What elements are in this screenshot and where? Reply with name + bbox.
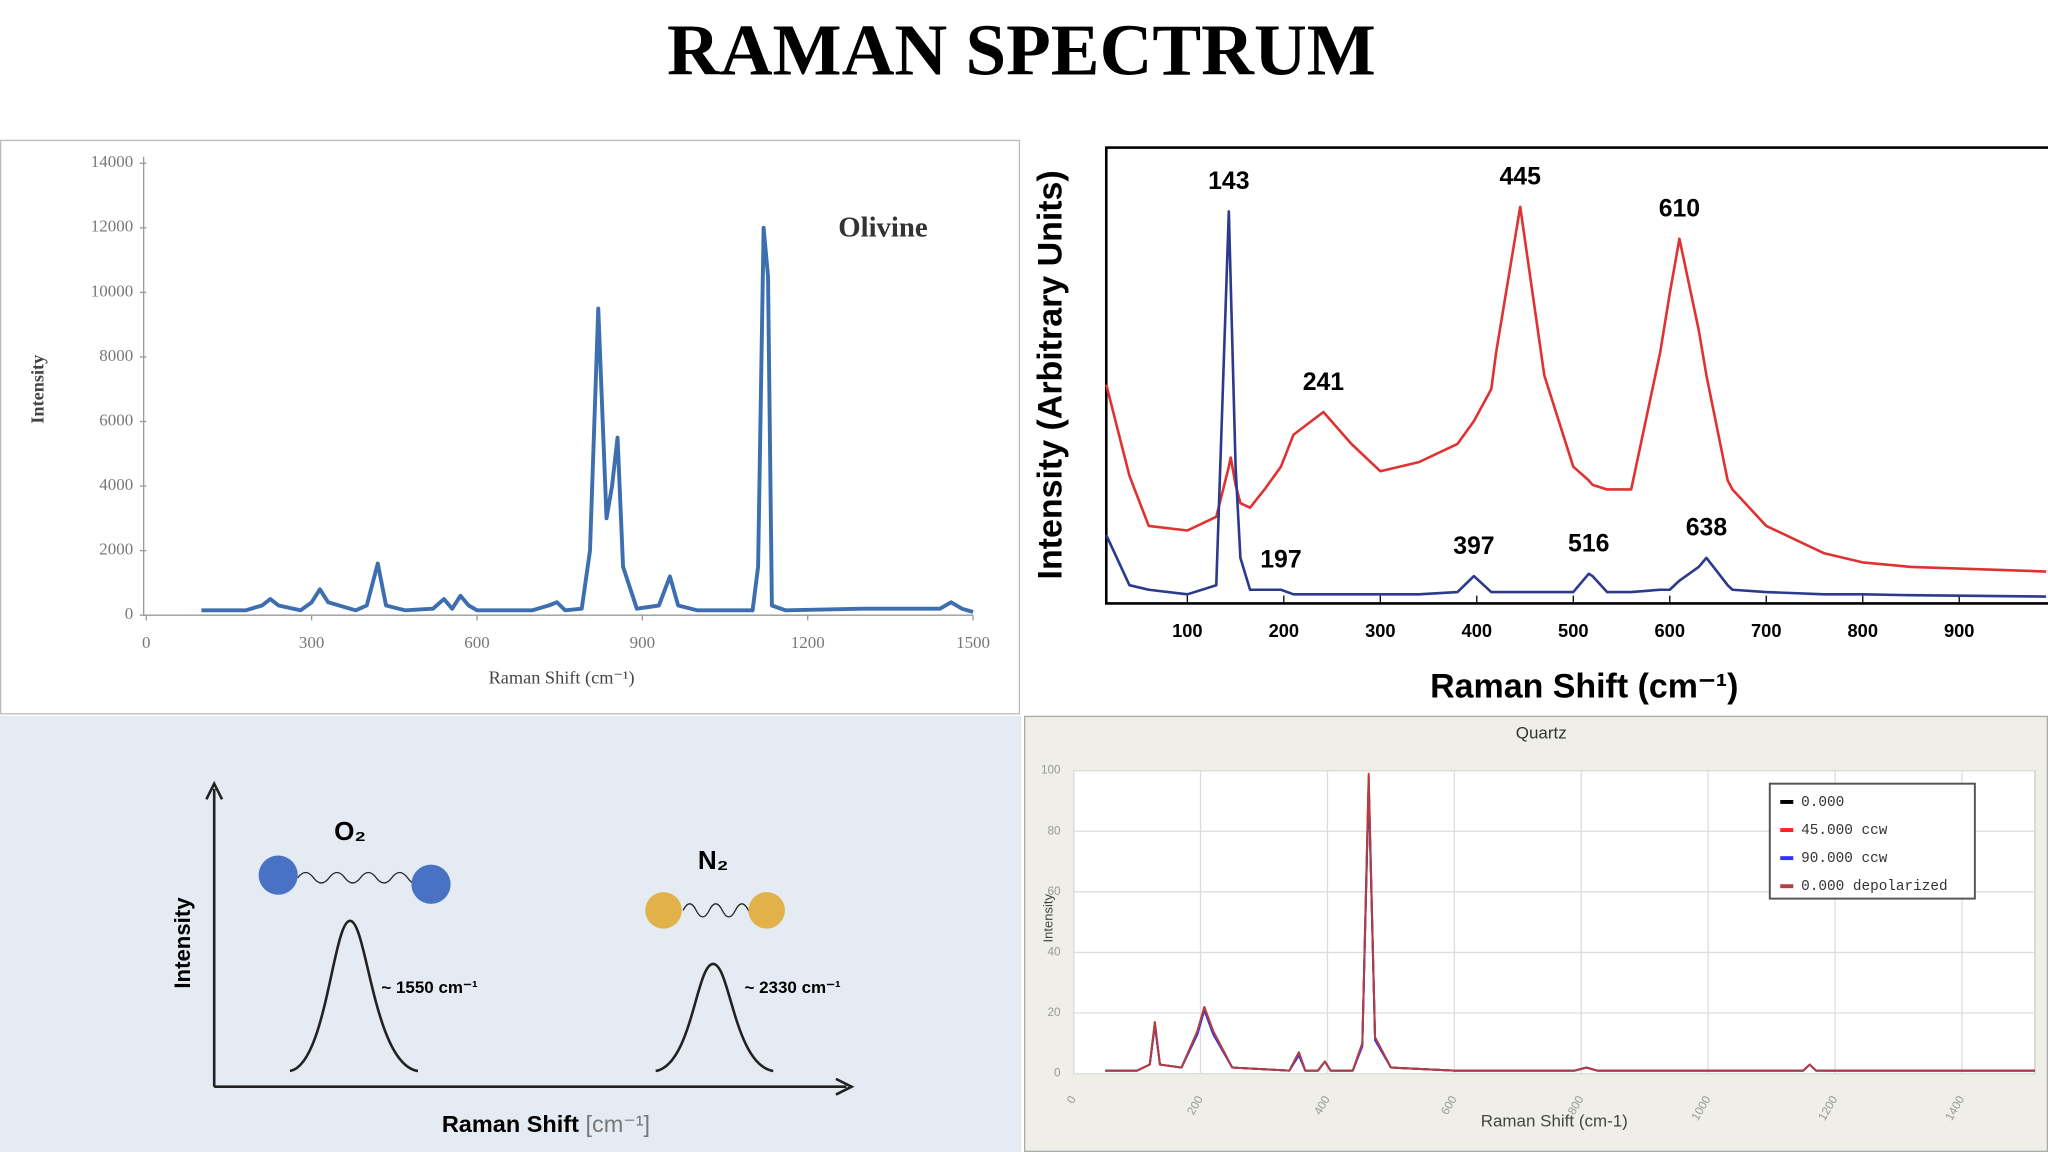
annotation: Olivine: [838, 211, 927, 243]
atom: [748, 892, 785, 929]
x-tick-label: 100: [1172, 620, 1202, 641]
peak-label: 516: [1568, 531, 1609, 558]
peak-curve: [289, 919, 419, 1073]
atom: [411, 864, 451, 904]
shift-label: ~ 2330 cm⁻¹: [744, 978, 841, 997]
y-tick-label: 2000: [99, 540, 133, 559]
y-tick-label: 100: [1041, 764, 1061, 777]
y-axis-label: Intensity: [170, 897, 195, 989]
x-tick-label: 600: [1655, 620, 1685, 641]
legend-label: 0.000 depolarized: [1801, 879, 1948, 895]
slide-title: RAMAN SPECTRUM: [667, 9, 1376, 90]
shift-label: ~ 1550 cm⁻¹: [381, 978, 478, 997]
x-axis-label: Raman Shift (cm⁻¹): [489, 667, 635, 688]
peak-label: 610: [1659, 196, 1700, 223]
peak-label: 197: [1260, 547, 1301, 574]
x-label-text: Raman Shift: [442, 1111, 579, 1137]
x-tick-label: 200: [1269, 620, 1299, 641]
y-tick-label: 0: [1054, 1067, 1061, 1080]
x-tick-label: 500: [1558, 620, 1588, 641]
x-axis-label: Raman Shift (cm⁻¹): [1430, 667, 1738, 705]
peak-label: 241: [1303, 369, 1345, 396]
series-line: [1105, 775, 2035, 1072]
y-axis-label: Intensity: [27, 355, 47, 424]
y-axis-label: Intensity: [1040, 893, 1055, 942]
atom: [645, 892, 682, 929]
axes: [205, 780, 855, 1096]
plot-frame: [1104, 146, 2048, 605]
peak-label: 638: [1686, 515, 1728, 542]
series-line: [1105, 205, 2047, 573]
x-tick-label: 900: [1944, 620, 1974, 641]
x-tick-label: 700: [1751, 620, 1781, 641]
x-axis-label: Raman Shift (cm-1): [1481, 1111, 1628, 1130]
x-tick-label: 600: [464, 633, 489, 652]
x-tick-label: 800: [1848, 620, 1878, 641]
x-tick-label: 1200: [791, 633, 825, 652]
x-tick-label: 1500: [956, 633, 990, 652]
chart-title: Quartz: [1516, 724, 1567, 743]
bond: [297, 871, 416, 884]
panel: [0, 139, 1021, 715]
x-tick-label: 900: [630, 633, 655, 652]
peak-label: 445: [1500, 164, 1542, 191]
peak-curve: [655, 962, 774, 1073]
legend-label: 0.000: [1801, 795, 1844, 811]
legend-label: 45.000 ccw: [1801, 823, 1888, 839]
x-tick-label: 300: [1365, 620, 1395, 641]
molecule-name: O₂: [334, 816, 366, 846]
legend-box: [1768, 782, 1976, 900]
y-tick-label: 14000: [91, 152, 133, 171]
y-tick-label: 60: [1047, 885, 1061, 898]
atom: [258, 855, 298, 895]
y-axis-label: Intensity (Arbitrary Units): [1032, 170, 1070, 579]
y-tick-label: 0: [125, 604, 133, 623]
peak-label: 397: [1453, 533, 1494, 560]
y-tick-label: 20: [1047, 1006, 1061, 1019]
y-tick-label: 80: [1047, 824, 1061, 837]
x-tick-label: 300: [299, 633, 324, 652]
diagram: [205, 780, 855, 1096]
x-tick-label: 0: [142, 633, 150, 652]
y-tick-label: 4000: [99, 475, 133, 494]
y-tick-label: 8000: [99, 346, 133, 365]
x-label-unit: [cm⁻¹]: [585, 1111, 650, 1137]
molecule-name: N₂: [698, 845, 728, 875]
series-line: [201, 225, 974, 614]
legend-label: 90.000 ccw: [1801, 851, 1888, 867]
series-line: [1105, 210, 2047, 598]
x-axis-label: Raman Shift [cm⁻¹]: [442, 1111, 650, 1137]
y-tick-label: 12000: [91, 217, 133, 236]
y-tick-label: 6000: [99, 410, 133, 429]
panel: [0, 715, 1022, 1152]
peak-label: 143: [1208, 168, 1249, 195]
x-tick-label: 400: [1462, 620, 1492, 641]
y-tick-label: 10000: [91, 281, 133, 300]
y-tick-label: 40: [1047, 946, 1061, 959]
